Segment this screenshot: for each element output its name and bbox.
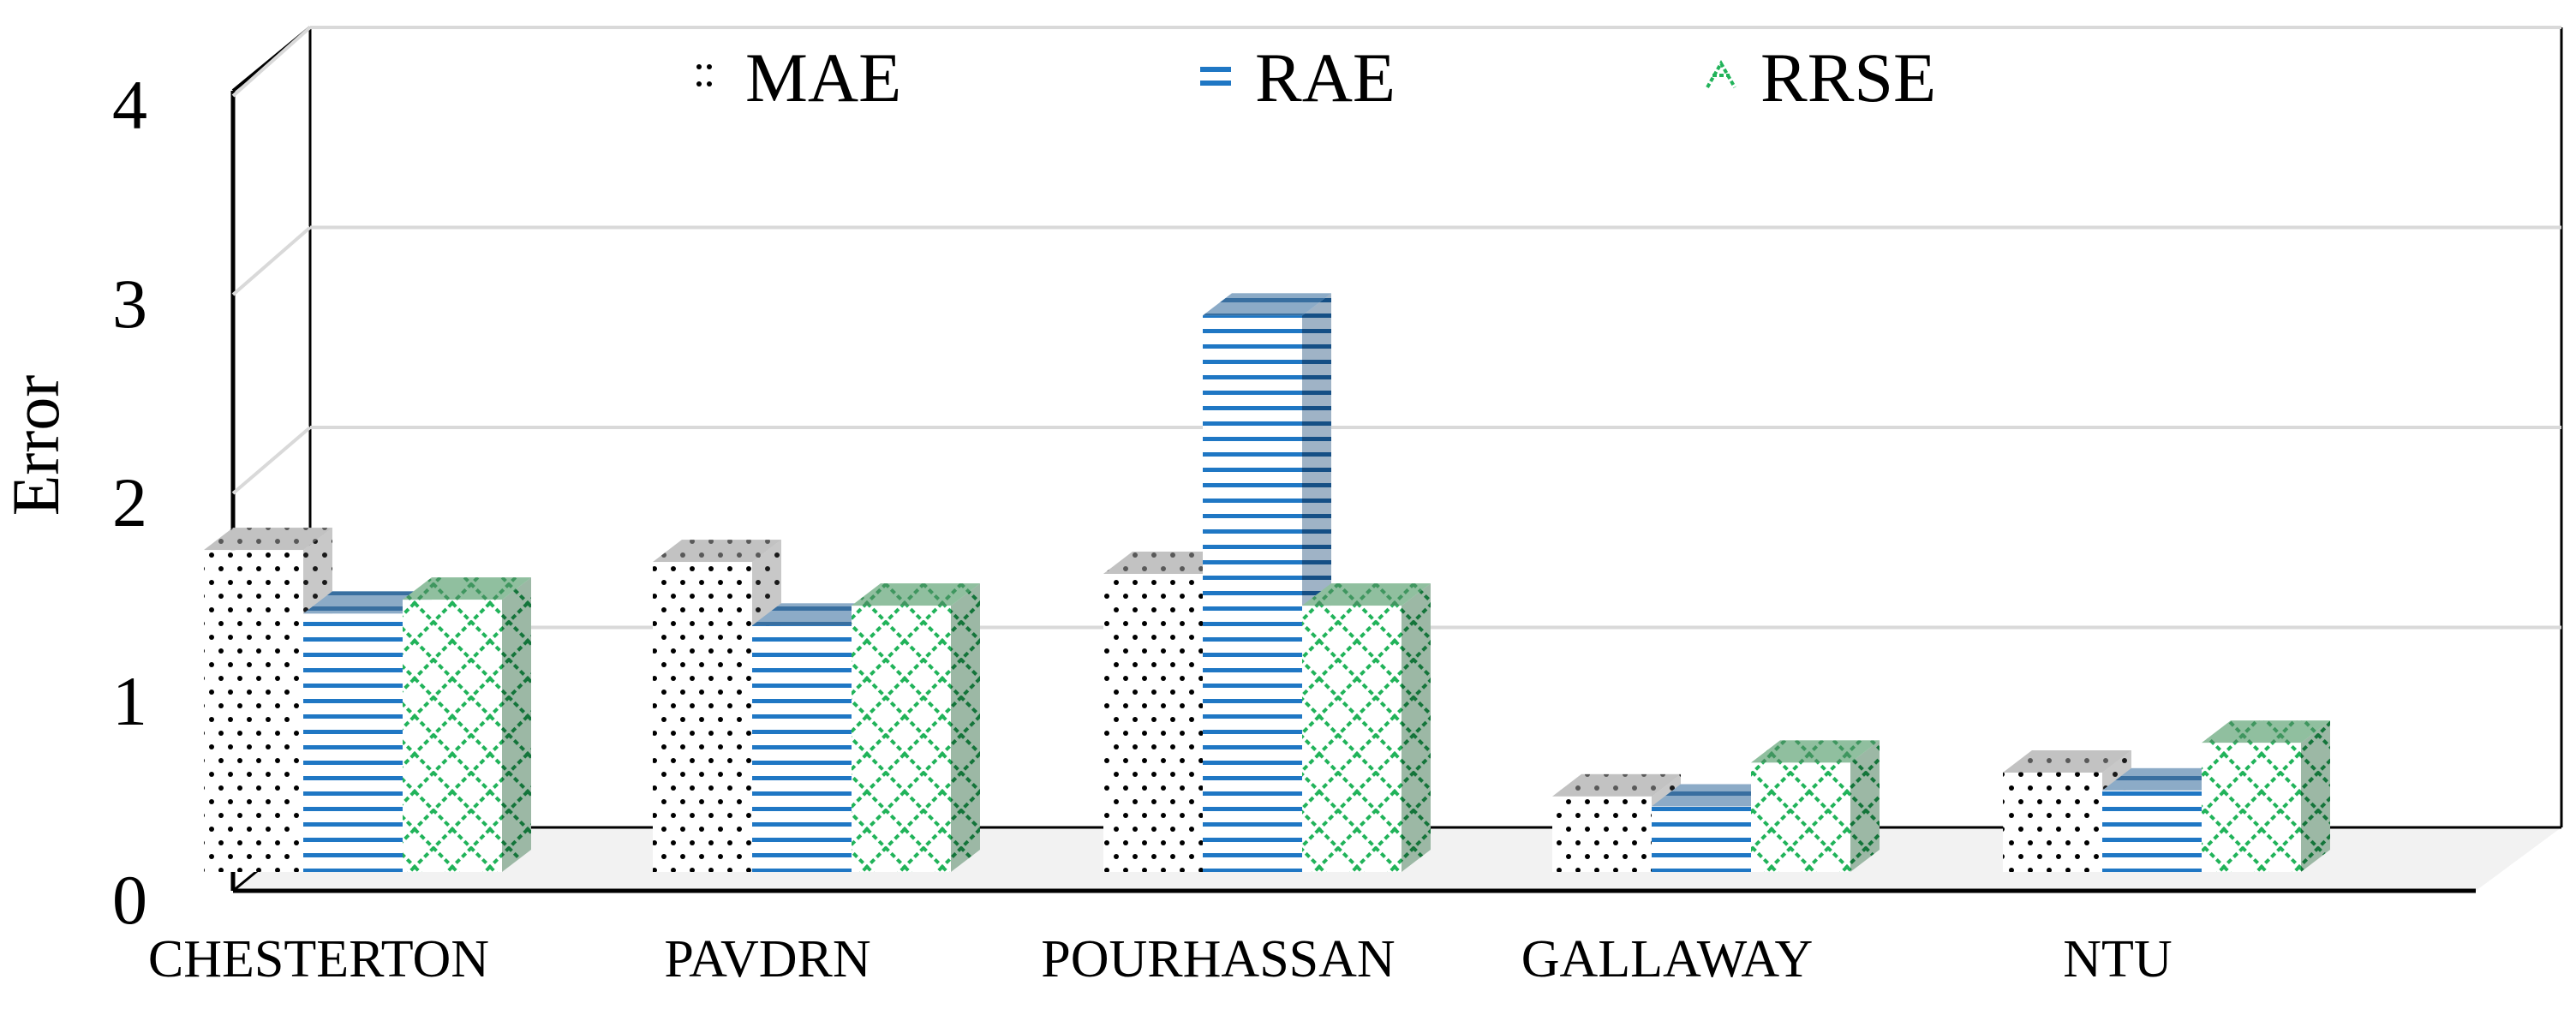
legend-swatch-mae [707, 81, 712, 87]
bar-front-face [653, 562, 752, 872]
bar-front-face [1302, 606, 1402, 872]
bar-top-texture [403, 577, 531, 600]
bar-top-texture [752, 603, 881, 626]
category-label: CHESTERTON [148, 930, 489, 988]
bar-front-face [403, 600, 502, 872]
category-label: GALLAWAY [1521, 930, 1814, 988]
bar-side-face [502, 577, 531, 872]
bar-top-texture [1103, 552, 1232, 574]
bar-top-texture [1552, 773, 1681, 797]
bar-top-texture [2202, 720, 2330, 743]
bar [1751, 740, 1880, 872]
bar [2202, 720, 2330, 872]
bar-front-face [303, 613, 403, 872]
legend-item: RAE [1200, 39, 1396, 116]
bar-side-face [2301, 720, 2330, 872]
y-tick-label: 2 [112, 463, 147, 541]
legend-item: MAE [696, 39, 901, 116]
bar-top-texture [1652, 784, 1780, 807]
gridline-side [231, 426, 312, 495]
y-tick-labels: 0 1 2 3 4 [112, 66, 147, 939]
bar-front-face [2102, 790, 2202, 872]
category-label: POURHASSAN [1041, 930, 1395, 988]
bar-top-texture [1203, 293, 1331, 316]
legend: MAE RAE RRSE [696, 39, 1936, 116]
legend-swatch-rae [1200, 67, 1231, 72]
bar-front-face [2003, 773, 2102, 872]
y-tick-label: 3 [112, 265, 147, 343]
gridline-side [231, 26, 312, 98]
legend-swatch-rrse [1706, 59, 1736, 88]
bar [403, 577, 531, 872]
legend-swatch-rae [1200, 81, 1231, 86]
bar-top-texture [2102, 767, 2231, 791]
y-tick-label: 4 [112, 66, 147, 144]
gridline-side [231, 225, 312, 296]
y-tick-label: 1 [112, 662, 147, 740]
category-label: PAVDRN [664, 930, 870, 988]
legend-swatch-mae [696, 81, 702, 87]
bar-front-face [204, 550, 303, 872]
bar-front-face [2202, 743, 2301, 872]
bar-top-texture [1302, 583, 1431, 606]
category-label: NTU [2063, 930, 2172, 988]
bar-side-face [1850, 740, 1880, 872]
bar-top-texture [2003, 750, 2131, 773]
bar-top-texture [303, 591, 432, 614]
bar [1302, 583, 1431, 872]
bar-side-face [1402, 583, 1431, 872]
legend-label: RAE [1255, 39, 1396, 116]
bar-top-texture [852, 583, 980, 606]
bar-front-face [1652, 806, 1751, 872]
category-labels: CHESTERTON PAVDRN POURHASSAN GALLAWAY NTU [148, 930, 2173, 988]
legend-label: MAE [745, 39, 901, 116]
y-tick-label: 0 [112, 861, 147, 939]
legend-swatch-mae [707, 64, 712, 69]
y-axis-title: Error [0, 375, 73, 516]
bar-side-face [951, 583, 980, 872]
bar-front-face [1751, 762, 1850, 872]
legend-swatch-mae [696, 64, 702, 69]
bar-top-texture [204, 528, 332, 551]
bar [852, 583, 980, 872]
bar-front-face [852, 606, 951, 872]
legend-item: RRSE [1706, 39, 1936, 116]
bar-front-face [1203, 315, 1302, 872]
bars [204, 293, 2330, 872]
bar-top-texture [653, 540, 781, 563]
bar-front-face [752, 625, 852, 872]
bar-top-texture [1751, 740, 1880, 763]
bar-front-face [1552, 796, 1652, 872]
bar-front-face [1103, 574, 1203, 872]
legend-label: RRSE [1760, 39, 1936, 116]
